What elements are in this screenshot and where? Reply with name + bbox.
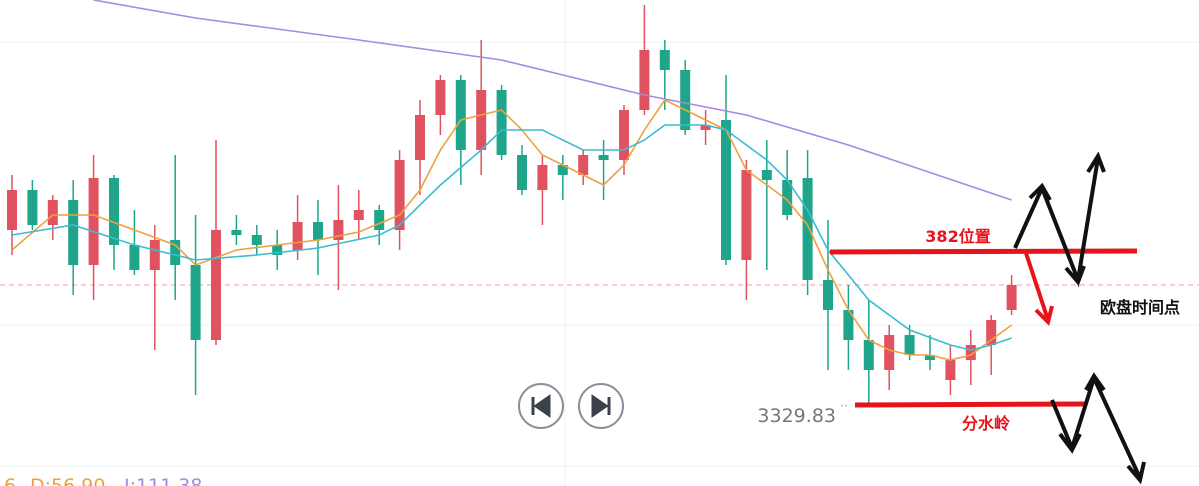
candle-body [904,335,915,355]
candle-body [986,320,997,345]
playback [518,383,624,429]
annotations: 382位置 欧盘时间点 分水岭 3329.83 ·· [757,151,1180,485]
candle-body [517,155,527,190]
ma-line [11,98,1013,361]
candle-body [251,235,262,245]
candle-body [741,170,752,260]
candle-body [313,222,323,240]
candle-body [925,355,935,360]
candle-body [47,200,58,225]
indicator-text: 6 [4,475,16,486]
candle-body [27,190,38,225]
dots: ·· [840,399,848,413]
candle-body [170,240,181,265]
candle-body [374,210,385,230]
black-arrows-up [1013,151,1106,288]
candle-body [149,240,160,270]
candle-body [782,180,793,215]
black-arrows-down [1050,372,1146,485]
candle-body [619,110,629,160]
candle-body [761,170,772,180]
annotation: 382位置 [925,227,990,246]
candle-body [945,360,956,380]
low-label: 3329.83 [757,405,836,427]
annotation: 欧盘时间点 [1100,298,1180,317]
candle-body [496,90,507,155]
candle-body [231,230,242,235]
support-line [854,401,1086,408]
candle-body [88,178,99,265]
plot [0,0,1199,405]
candle-body [7,190,17,230]
ma-line [11,124,1012,351]
candle-body [823,280,833,310]
candle-body [659,50,670,70]
candle-body [843,310,854,340]
candle-body [435,80,446,115]
red-arrow [1023,249,1054,326]
next-icon [591,394,611,418]
candle-body [415,115,425,160]
candle-body [557,165,568,175]
candle-body [476,90,487,150]
candle-body [109,178,119,245]
candle-body [863,340,874,370]
candle-body [272,245,283,255]
candle-body [129,245,140,270]
candle-body [598,155,609,160]
candle-body [965,345,976,360]
candle-body [700,125,711,130]
candle-body [211,230,221,340]
candle-body [68,200,79,265]
candle-body [1006,285,1017,310]
indicator-text: D:56.90 [30,475,105,486]
candle-body [455,80,466,150]
candle-body [353,210,364,220]
indicator: 6 D:56.90 J:111.38 [4,475,203,486]
candle-body [721,120,731,260]
prev-icon [531,394,551,418]
candle-body [537,165,548,190]
resistance-line [829,248,1138,255]
candle-body [578,155,589,175]
candle-body [333,220,344,240]
indicator-text: J:111.38 [123,475,203,486]
candle-body [190,265,201,340]
candle-body [680,70,691,130]
candle-body [639,50,650,110]
candle-body [394,160,405,230]
candle-body [802,178,813,280]
ma-line [93,0,1012,201]
annotation: 分水岭 [962,414,1010,433]
candle-body [884,335,895,370]
candle-body [292,222,303,250]
